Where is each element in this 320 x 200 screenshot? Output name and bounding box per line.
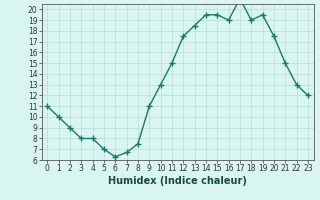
X-axis label: Humidex (Indice chaleur): Humidex (Indice chaleur) [108,176,247,186]
